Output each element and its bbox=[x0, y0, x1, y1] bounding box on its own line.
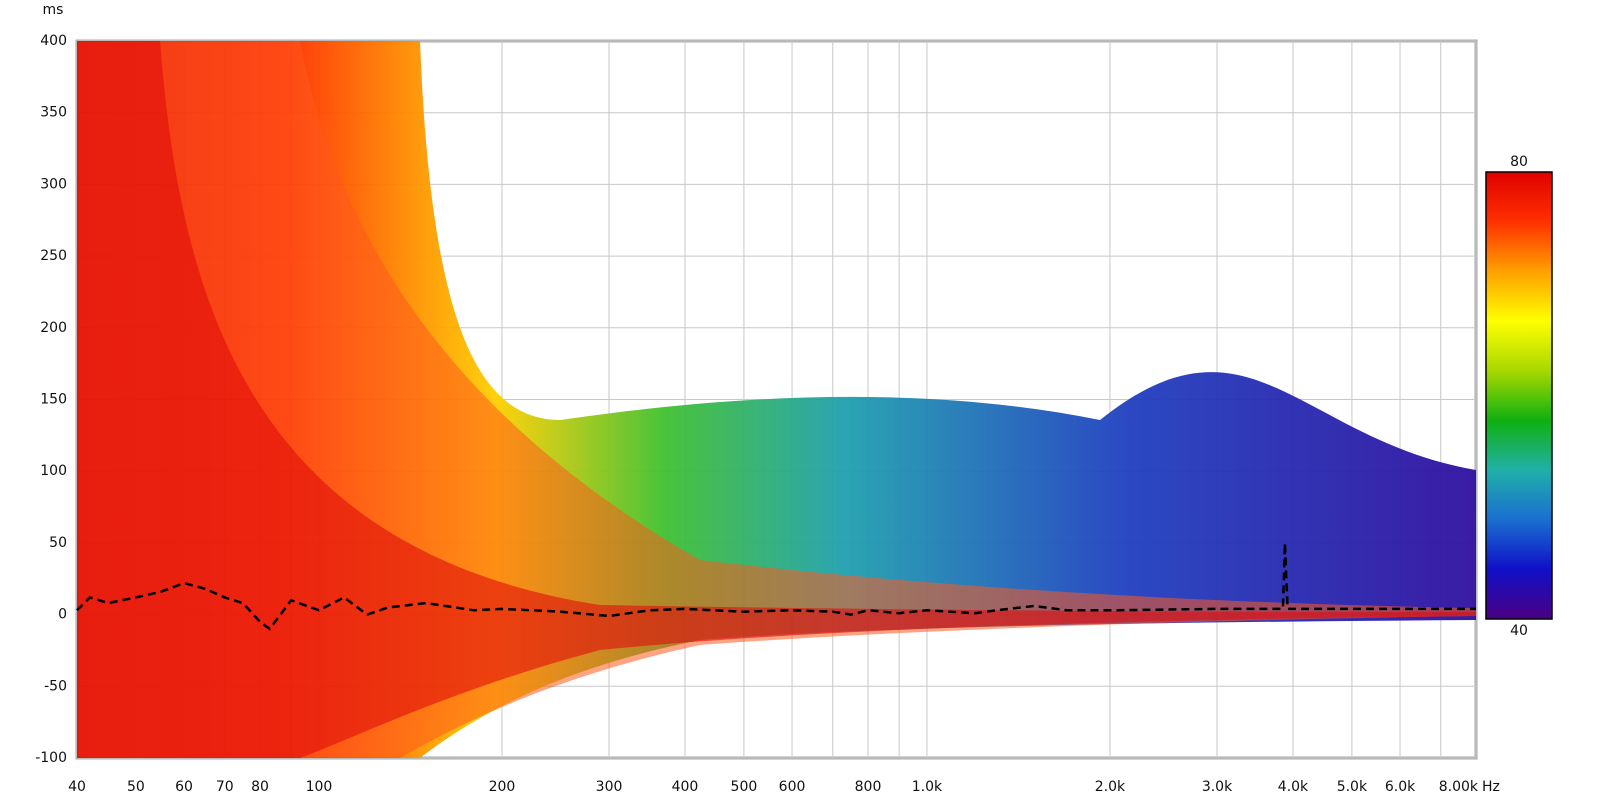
x-tick-label: 70 bbox=[216, 779, 234, 795]
x-tick-label: 800 bbox=[855, 779, 882, 795]
x-tick-label: 8.00k bbox=[1439, 779, 1479, 795]
x-tick-label: 100 bbox=[306, 779, 333, 795]
x-tick-label: 300 bbox=[596, 779, 623, 795]
x-unit: Hz bbox=[1482, 779, 1500, 795]
x-tick-label: 200 bbox=[489, 779, 516, 795]
x-tick-label: 60 bbox=[175, 779, 193, 795]
x-tick-label: 600 bbox=[779, 779, 806, 795]
y-tick-label: 400 bbox=[40, 33, 67, 49]
x-tick-label: 6.0k bbox=[1385, 779, 1416, 795]
x-tick-label: 50 bbox=[127, 779, 145, 795]
y-tick-label: 350 bbox=[40, 105, 67, 121]
x-tick-label: 80 bbox=[251, 779, 269, 795]
y-tick-label: 100 bbox=[40, 463, 67, 479]
y-tick-label: 150 bbox=[40, 392, 67, 408]
y-tick-label: 250 bbox=[40, 248, 67, 264]
x-tick-label: 3.0k bbox=[1202, 779, 1233, 795]
y-tick-label: 0 bbox=[58, 607, 67, 623]
x-tick-label: 5.0k bbox=[1337, 779, 1368, 795]
y-tick-label: 300 bbox=[40, 176, 67, 192]
y-tick-label: 200 bbox=[40, 320, 67, 336]
peak-line bbox=[76, 542, 1476, 631]
x-tick-label: 400 bbox=[672, 779, 699, 795]
colorbar-label: 40 bbox=[1510, 623, 1528, 639]
x-tick-label: 500 bbox=[731, 779, 758, 795]
y-tick-label: 50 bbox=[49, 535, 67, 551]
x-tick-label: 2.0k bbox=[1095, 779, 1126, 795]
colorbar-label: 80 bbox=[1510, 154, 1528, 170]
y-unit: ms bbox=[43, 2, 64, 18]
x-tick-label: 4.0k bbox=[1278, 779, 1309, 795]
x-tick-label: 40 bbox=[68, 779, 86, 795]
colorbar bbox=[1485, 171, 1553, 620]
y-tick-label: -50 bbox=[44, 678, 67, 694]
x-tick-label: 1.0k bbox=[912, 779, 943, 795]
spectrogram-field bbox=[77, 41, 1476, 758]
y-tick-label: -100 bbox=[35, 750, 67, 766]
